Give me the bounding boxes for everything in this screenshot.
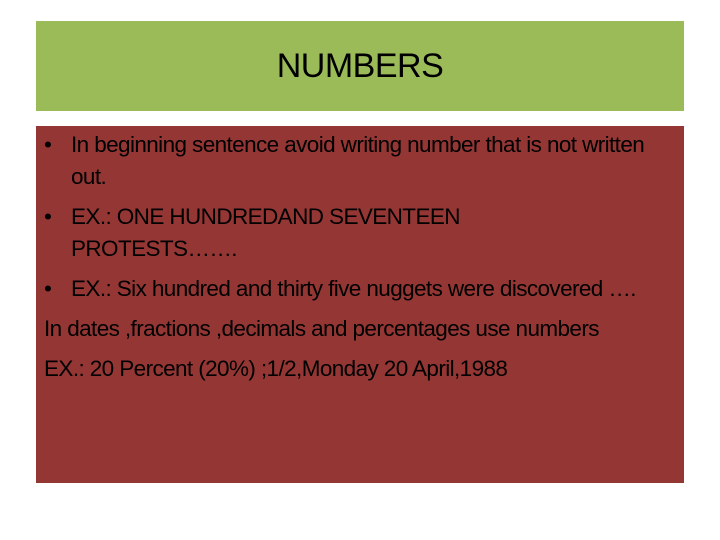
paragraph: EX.: 20 Percent (20%) ;1/2,Monday 20 Apr…	[44, 356, 508, 381]
bullet-text: In beginning sentence avoid writing numb…	[71, 132, 645, 189]
bullet-icon: •	[44, 132, 52, 157]
bullet-icon: •	[44, 276, 52, 301]
title-box: NUMBERS	[36, 21, 684, 111]
content-box: • In beginning sentence avoid writing nu…	[36, 126, 684, 483]
paragraph: In dates ,fractions ,decimals and percen…	[44, 316, 599, 341]
bullet-icon: •	[44, 204, 52, 229]
bullet-item: • EX.: Six hundred and thirty five nugge…	[44, 273, 676, 305]
slide-title: NUMBERS	[276, 46, 444, 85]
bullet-text: EX.: Six hundred and thirty five nuggets…	[71, 276, 637, 301]
bullet-item: • In beginning sentence avoid writing nu…	[44, 129, 676, 193]
bullet-text: EX.: ONE HUNDREDAND SEVENTEEN PROTESTS………	[71, 204, 461, 261]
bullet-item: • EX.: ONE HUNDREDAND SEVENTEEN PROTESTS…	[44, 201, 676, 265]
